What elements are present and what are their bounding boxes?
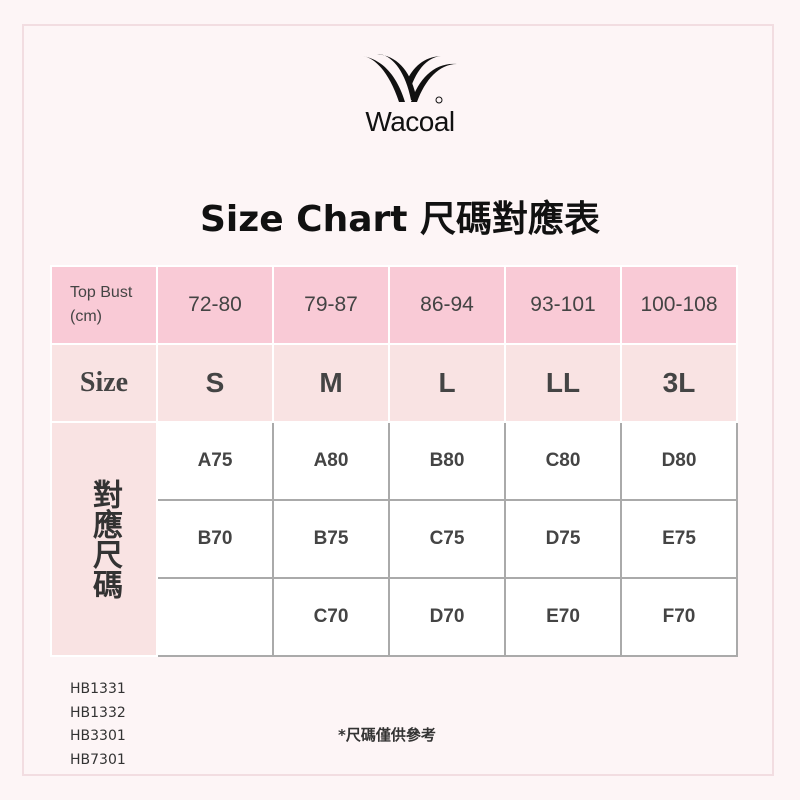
brand-name: Wacoal xyxy=(365,106,455,137)
cup-cell: B75 xyxy=(272,499,390,579)
cup-cell: C70 xyxy=(272,577,390,657)
top-bust-cell: 72-80 xyxy=(156,265,274,345)
cup-cell: C80 xyxy=(504,421,622,501)
model-list: HB1331 HB1332 HB3301 HB7301 xyxy=(70,678,126,772)
cup-row: B70 B75 C75 D75 E75 xyxy=(51,499,738,579)
cup-cell xyxy=(156,577,274,657)
size-cell: M xyxy=(272,343,390,423)
model-code: HB3301 xyxy=(70,728,126,744)
cup-cell: D80 xyxy=(620,421,738,501)
cup-cell: D70 xyxy=(388,577,506,657)
cup-row: 對應尺碼 A75 A80 B80 C80 D80 xyxy=(50,421,738,657)
cup-cell: A75 xyxy=(156,421,274,501)
cup-label: 對應尺碼 xyxy=(50,421,158,657)
brand-logo: Wacoal xyxy=(355,50,465,140)
top-bust-row: Top Bust (cm) 72-80 79-87 86-94 93-101 1… xyxy=(50,265,738,345)
page-title: Size Chart 尺碼對應表 xyxy=(199,199,600,240)
cup-cell: E70 xyxy=(504,577,622,657)
cup-cell: F70 xyxy=(620,577,738,657)
size-cell: LL xyxy=(504,343,622,423)
cup-cell: B70 xyxy=(156,499,274,579)
top-bust-cell: 86-94 xyxy=(388,265,506,345)
model-code: HB1331 xyxy=(70,681,126,697)
size-row: Size S M L LL 3L xyxy=(50,343,738,423)
reference-note: *尺碼僅供參考 xyxy=(338,726,436,744)
top-bust-label: Top Bust (cm) xyxy=(50,265,158,345)
wacoal-logo-icon xyxy=(363,54,457,104)
size-cell: L xyxy=(388,343,506,423)
cup-cell: D75 xyxy=(504,499,622,579)
top-bust-cell: 100-108 xyxy=(620,265,738,345)
top-bust-cell: 79-87 xyxy=(272,265,390,345)
cup-cell: C75 xyxy=(388,499,506,579)
size-chart-table: Top Bust (cm) 72-80 79-87 86-94 93-101 1… xyxy=(50,265,738,657)
top-bust-cell: 93-101 xyxy=(504,265,622,345)
size-cell: S xyxy=(156,343,274,423)
cup-row: C70 D70 E70 F70 xyxy=(51,577,738,657)
size-cell: 3L xyxy=(620,343,738,423)
cup-cell: E75 xyxy=(620,499,738,579)
cup-cell: A80 xyxy=(272,421,390,501)
page-frame xyxy=(22,24,774,776)
model-code: HB7301 xyxy=(70,751,126,768)
size-label: Size xyxy=(50,343,158,423)
cup-cell: B80 xyxy=(388,421,506,501)
model-code: HB1332 xyxy=(70,704,126,721)
